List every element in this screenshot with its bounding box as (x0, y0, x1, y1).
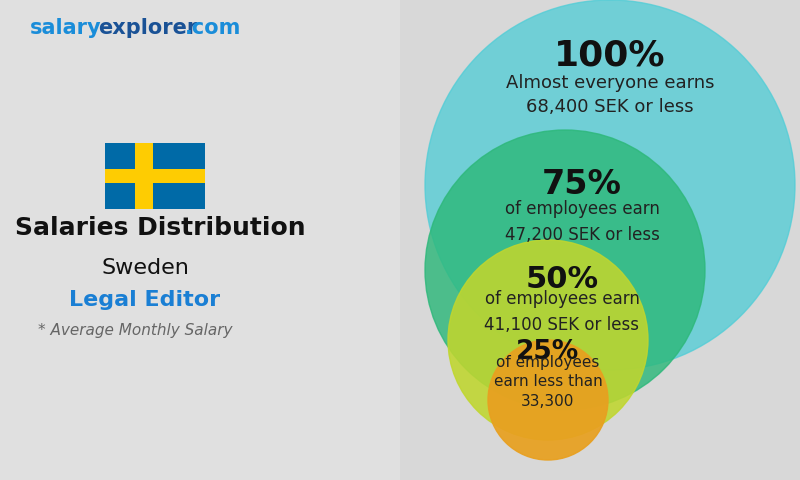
Circle shape (448, 240, 648, 440)
Text: 75%: 75% (542, 168, 622, 202)
Bar (105, 169, 205, 183)
Text: of employees earn
41,100 SEK or less: of employees earn 41,100 SEK or less (485, 290, 639, 334)
Text: * Average Monthly Salary: * Average Monthly Salary (38, 323, 232, 337)
Bar (135, 143, 153, 209)
Text: Sweden: Sweden (101, 258, 189, 278)
Text: Legal Editor: Legal Editor (70, 290, 221, 310)
Text: 50%: 50% (526, 265, 598, 295)
Circle shape (488, 340, 608, 460)
Text: explorer: explorer (98, 18, 198, 38)
Text: salary: salary (30, 18, 102, 38)
Text: of employees earn
47,200 SEK or less: of employees earn 47,200 SEK or less (505, 201, 659, 243)
Text: Almost everyone earns
68,400 SEK or less: Almost everyone earns 68,400 SEK or less (506, 73, 714, 117)
Text: .com: .com (185, 18, 242, 38)
Text: of employees
earn less than
33,300: of employees earn less than 33,300 (494, 355, 602, 409)
Circle shape (425, 130, 705, 410)
Circle shape (425, 0, 795, 370)
Text: 100%: 100% (554, 38, 666, 72)
Text: 25%: 25% (516, 339, 580, 365)
Bar (0, 0, 400, 480)
Bar (105, 143, 205, 209)
Text: Salaries Distribution: Salaries Distribution (14, 216, 306, 240)
